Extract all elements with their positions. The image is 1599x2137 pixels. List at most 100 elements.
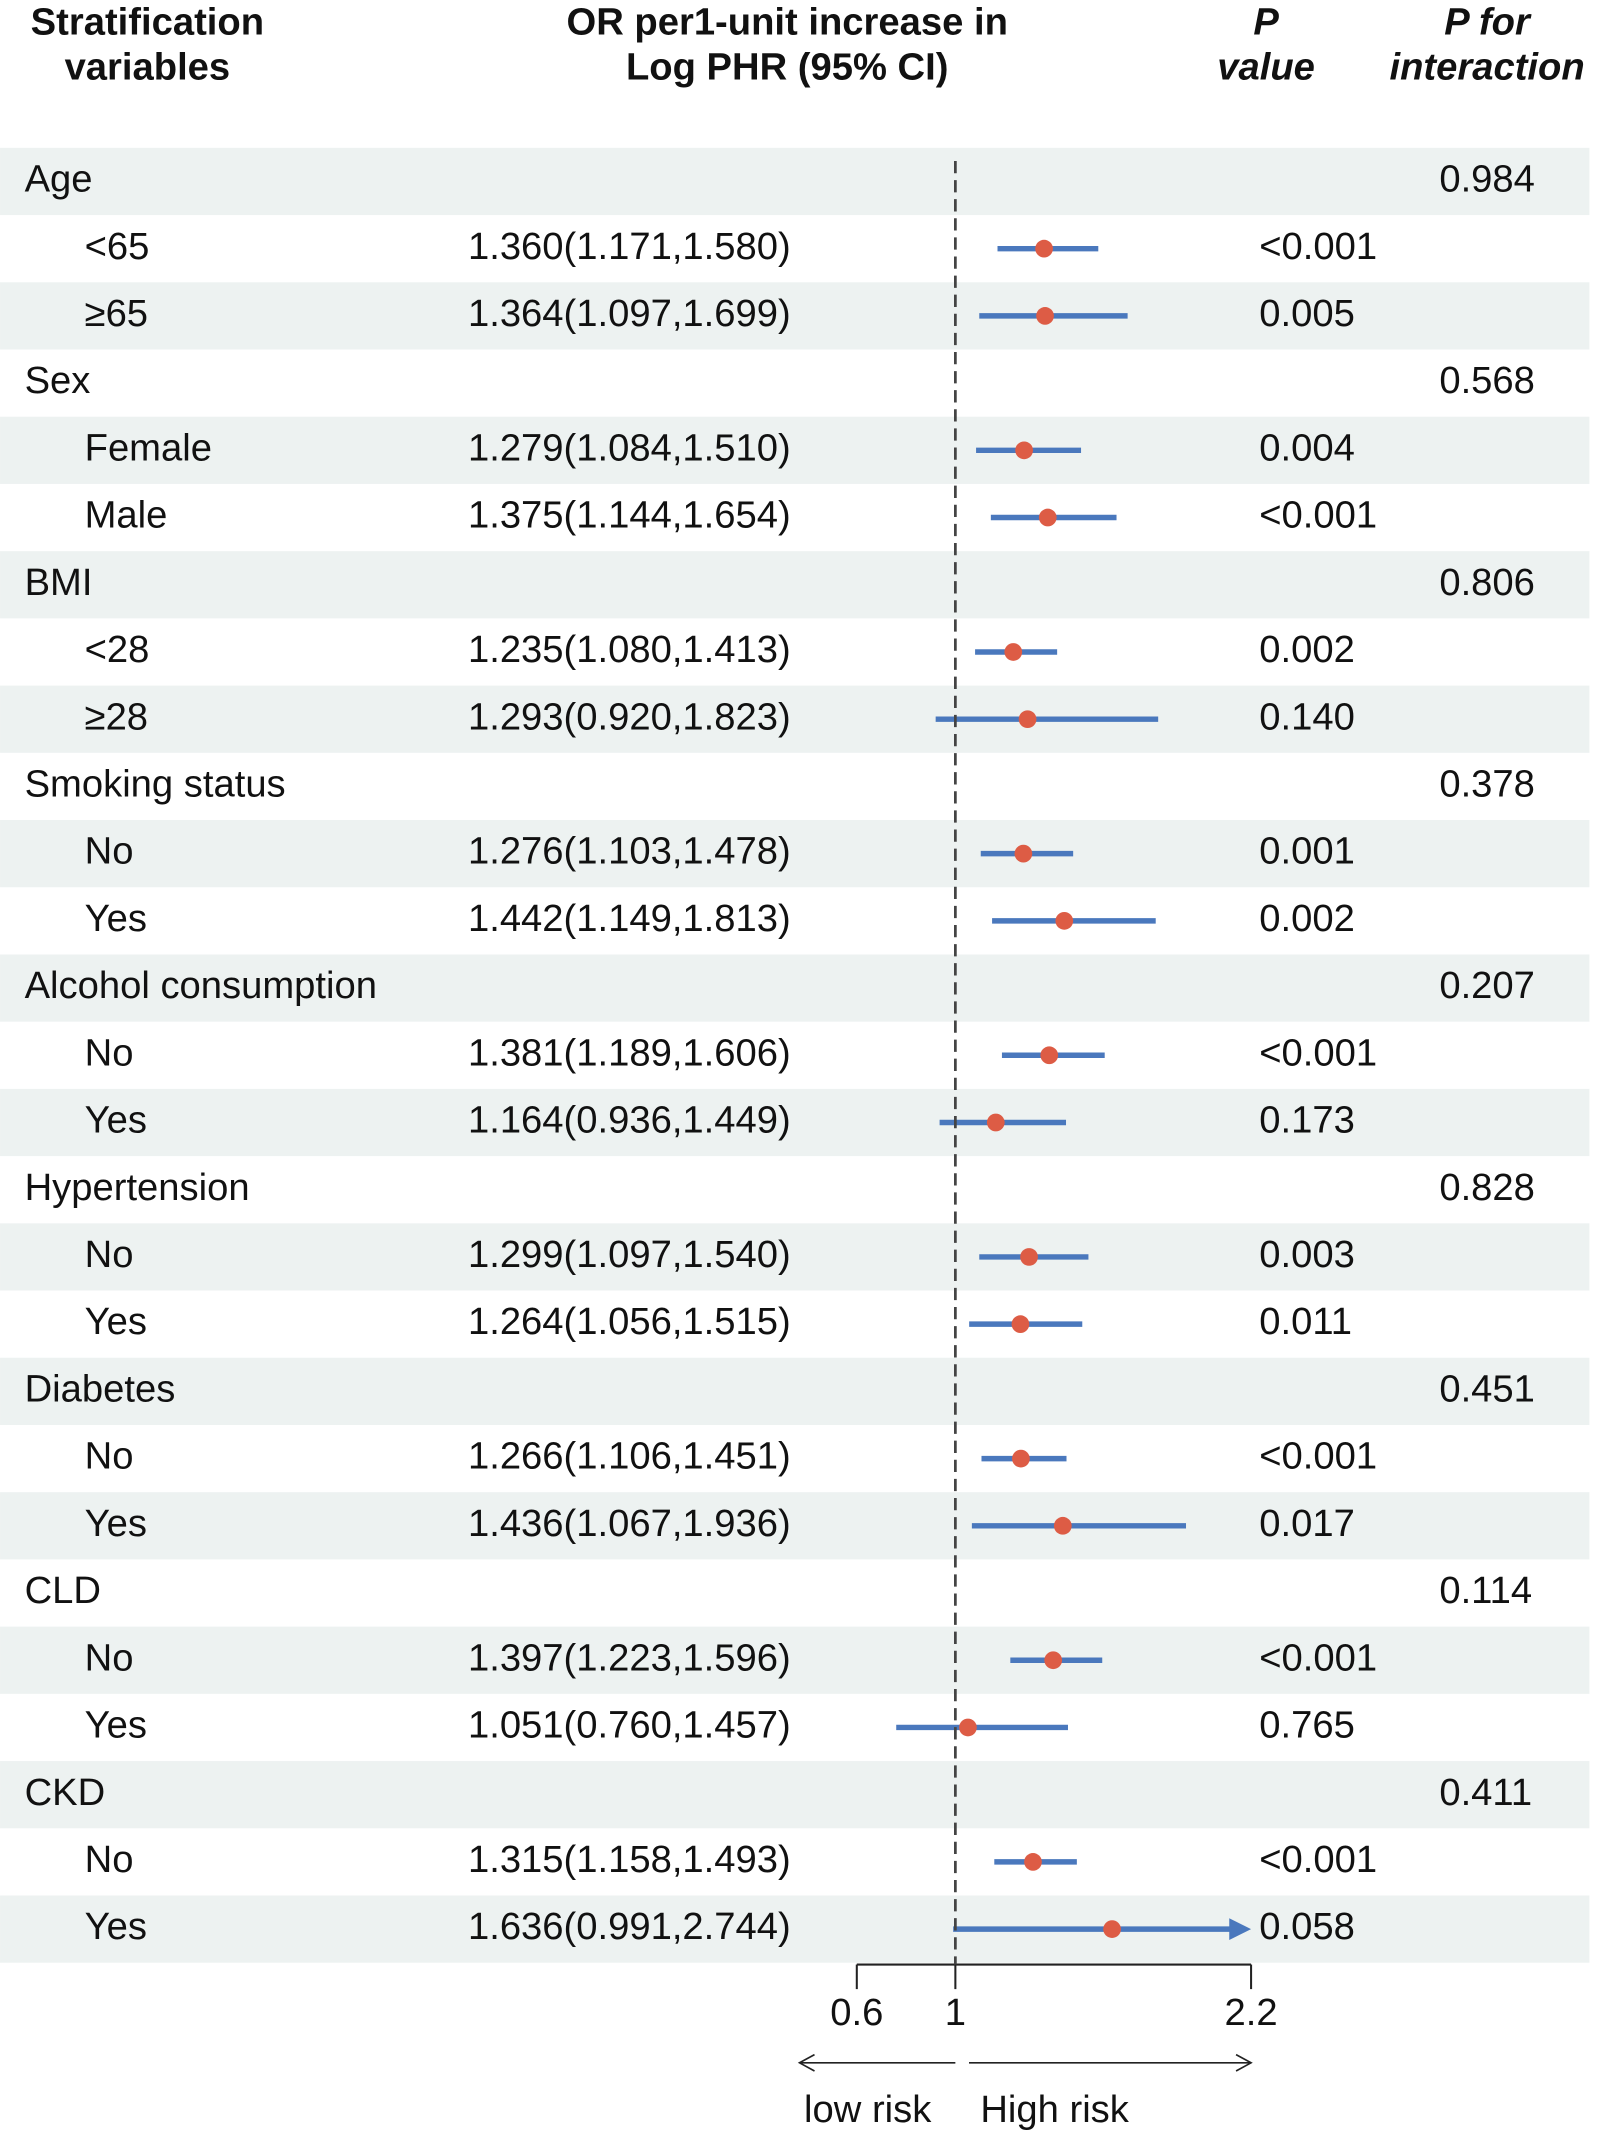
estimate-label: 1.276(1.103,1.478) [468, 830, 791, 873]
estimate-label: 1.279(1.084,1.510) [468, 426, 791, 469]
p-value: <0.001 [1259, 1435, 1377, 1478]
p-value: <0.001 [1259, 225, 1377, 268]
p-value: <0.001 [1259, 1838, 1377, 1881]
p-value: <0.001 [1259, 1031, 1377, 1074]
point-estimate [986, 1113, 1005, 1132]
group-label: BMI [25, 561, 93, 604]
point-estimate [1012, 1449, 1030, 1468]
subgroup-label: No [85, 1031, 134, 1074]
column-header: P for [1444, 1, 1532, 44]
subgroup-label: ≥28 [85, 695, 148, 738]
estimate-label: 1.375(1.144,1.654) [468, 494, 791, 537]
x-tick-label: 1 [945, 1991, 966, 2034]
subgroup-label: ≥65 [85, 292, 148, 335]
point-estimate [1044, 1651, 1063, 1670]
subgroup-label: No [85, 1233, 134, 1276]
risk-arrow-left-head [797, 2053, 815, 2072]
p-value: 0.004 [1259, 426, 1355, 469]
estimate-label: 1.266(1.106,1.451) [468, 1435, 791, 1478]
point-estimate [1036, 307, 1054, 325]
subgroup-label: No [85, 1838, 134, 1881]
row-band [0, 282, 1590, 350]
row-band [0, 1088, 1590, 1157]
subgroup-label: Yes [85, 897, 147, 940]
subgroup-label: Yes [85, 1099, 147, 1142]
group-label: Alcohol consumption [25, 964, 377, 1007]
estimate-label: 1.636(0.991,2.744) [468, 1905, 791, 1948]
estimate-label: 1.164(0.936,1.449) [468, 1099, 791, 1142]
point-estimate [1053, 1516, 1072, 1535]
p-interaction: 0.568 [1439, 359, 1535, 402]
p-value: 0.011 [1259, 1300, 1352, 1343]
subgroup-label: Yes [85, 1704, 147, 1747]
point-estimate [1024, 1853, 1042, 1871]
row-band [0, 820, 1590, 888]
point-estimate [959, 1718, 977, 1737]
subgroup-label: No [85, 1636, 134, 1679]
row-band [0, 1223, 1590, 1291]
subgroup-label: <28 [85, 628, 150, 671]
estimate-label: 1.293(0.920,1.823) [468, 695, 791, 738]
subgroup-label: <65 [85, 225, 150, 268]
estimate-label: 1.442(1.149,1.813) [468, 897, 791, 940]
row-band [0, 954, 1590, 1022]
point-estimate [1040, 1046, 1059, 1065]
subgroup-label: Yes [85, 1905, 147, 1948]
ci-arrow [1229, 1918, 1252, 1941]
row-band [0, 1761, 1590, 1829]
group-label: Age [25, 158, 93, 201]
group-label: Sex [25, 359, 91, 402]
column-header: Log PHR (95% CI) [626, 46, 949, 89]
row-band [0, 1357, 1590, 1425]
point-estimate [1004, 643, 1023, 661]
p-value: 0.005 [1259, 292, 1355, 335]
subgroup-label: Yes [85, 1300, 147, 1343]
estimate-label: 1.315(1.158,1.493) [468, 1838, 791, 1881]
p-value: <0.001 [1259, 494, 1377, 537]
row-band [0, 1492, 1590, 1560]
group-label: CKD [25, 1771, 106, 1814]
p-value: 0.003 [1259, 1233, 1355, 1276]
p-value: 0.002 [1259, 897, 1355, 940]
p-interaction: 0.207 [1439, 964, 1535, 1007]
column-header: variables [65, 46, 231, 89]
row-band [0, 1895, 1590, 1963]
row-band [0, 551, 1590, 619]
p-interaction: 0.451 [1439, 1367, 1535, 1410]
row-band [0, 147, 1590, 216]
p-interaction: 0.984 [1439, 158, 1535, 201]
point-estimate [1018, 710, 1037, 729]
estimate-label: 1.235(1.080,1.413) [468, 628, 791, 671]
point-estimate [1020, 1248, 1038, 1266]
p-value: 0.001 [1259, 830, 1355, 873]
x-tick-label: 2.2 [1225, 1991, 1278, 2034]
risk-arrow-right-head [1235, 2053, 1253, 2072]
point-estimate [1011, 1315, 1030, 1334]
x-tick-label: 0.6 [830, 1991, 883, 2034]
column-header: interaction [1389, 46, 1584, 89]
point-estimate [1038, 508, 1057, 527]
point-estimate [1014, 844, 1033, 863]
subgroup-label: Yes [85, 1502, 147, 1545]
point-estimate [1035, 239, 1053, 258]
estimate-label: 1.299(1.097,1.540) [468, 1233, 791, 1276]
column-header: Stratification [31, 1, 264, 44]
p-interaction: 0.806 [1439, 561, 1535, 604]
group-label: CLD [25, 1569, 101, 1612]
column-header: value [1217, 46, 1315, 89]
row-band [0, 416, 1590, 484]
annotation: High risk [980, 2088, 1129, 2131]
point-estimate [1103, 1920, 1121, 1938]
p-value: 0.173 [1259, 1099, 1355, 1142]
p-interaction: 0.411 [1439, 1771, 1532, 1814]
estimate-label: 1.364(1.097,1.699) [468, 292, 791, 335]
estimate-label: 1.051(0.760,1.457) [468, 1704, 791, 1747]
column-header: P [1253, 1, 1279, 44]
p-value: 0.017 [1259, 1502, 1355, 1545]
group-label: Smoking status [25, 763, 286, 806]
row-band [0, 685, 1590, 753]
p-value: <0.001 [1259, 1636, 1377, 1679]
estimate-label: 1.397(1.223,1.596) [468, 1636, 791, 1679]
p-value: 0.765 [1259, 1704, 1355, 1747]
